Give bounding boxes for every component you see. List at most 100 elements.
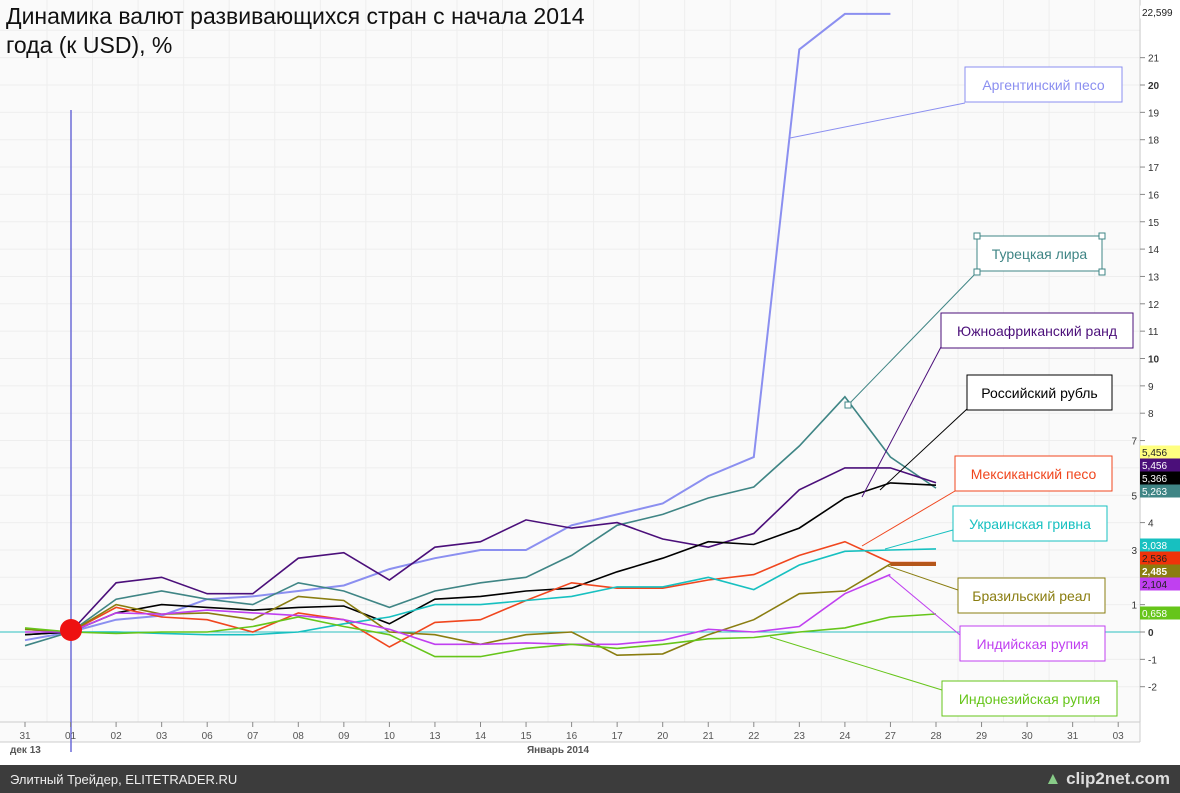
y-tick-label: 9 (1148, 382, 1154, 393)
series-line (25, 573, 891, 646)
legend-label: Мексиканский песо (971, 466, 1097, 482)
x-tick-label: 13 (429, 731, 441, 742)
y-tick-label: 5 (1131, 491, 1137, 502)
legend-leader-line (861, 346, 942, 498)
last-value-label: 2,104 (1142, 580, 1167, 591)
y-tick-label: 20 (1148, 81, 1160, 92)
series-line (24, 540, 937, 648)
x-group-label: дек 13 (10, 745, 41, 756)
x-tick-label: 31 (1067, 731, 1079, 742)
last-value-label: 2,485 (1142, 567, 1167, 578)
legend-box (940, 312, 1134, 349)
y-tick-label: 11 (1148, 327, 1159, 338)
x-tick-label: 30 (1022, 731, 1034, 742)
legend-box (964, 66, 1123, 103)
legend-box (957, 577, 1106, 614)
source-text: Элитный Трейдер, ELITETRADER.RU (10, 772, 238, 787)
series-line (24, 548, 937, 636)
legend-box (966, 374, 1113, 411)
y-tick-label: 13 (1148, 272, 1160, 283)
last-value-badge (1140, 606, 1180, 620)
last-value-badge (1140, 484, 1180, 498)
legend-box (941, 680, 1118, 717)
legend-leader-line (769, 636, 943, 691)
y-tick-label: 7 (1131, 437, 1137, 448)
footer: Элитный Трейдер, ELITETRADER.RU ▲ clip2n… (0, 765, 1180, 793)
x-tick-label: 21 (703, 731, 715, 742)
y-tick-label: 1 (1131, 601, 1137, 612)
last-value-badge (1140, 445, 1180, 459)
last-value-label: 0,658 (1142, 609, 1167, 620)
legend-label: Российский рубль (981, 385, 1097, 401)
legend-label: Турецкая лира (992, 246, 1088, 262)
legend-box (954, 455, 1113, 492)
x-tick-label: 03 (1113, 731, 1125, 742)
y-tick-label: 3 (1131, 546, 1137, 557)
last-value-badge (1140, 577, 1180, 591)
selection-handle (973, 232, 981, 240)
y-tick-label: -2 (1148, 683, 1157, 694)
x-tick-label: 27 (885, 731, 897, 742)
selection-handle (1098, 232, 1106, 240)
x-tick-label: 09 (338, 731, 350, 742)
last-value-badge (1140, 551, 1180, 565)
legend-box (959, 625, 1106, 662)
x-tick-label: 03 (156, 731, 168, 742)
x-tick-label: 22 (748, 731, 760, 742)
selection-handle (973, 268, 981, 276)
selection-handle (1098, 268, 1106, 276)
last-value-label: 5,456 (1142, 461, 1167, 472)
last-value-badge (1140, 458, 1180, 472)
x-group-label: Январь 2014 (527, 745, 590, 756)
legend-label: Бразильский реал (972, 588, 1091, 604)
legend-label: Аргентинский песо (982, 77, 1105, 93)
y-tick-label: 21 (1148, 54, 1160, 65)
last-value-badge (1140, 564, 1180, 578)
y-tick-label: 16 (1148, 190, 1160, 201)
y-tick-label: 10 (1148, 355, 1160, 366)
x-tick-label: 14 (475, 731, 487, 742)
x-tick-label: 15 (520, 731, 532, 742)
x-tick-label: 24 (839, 731, 851, 742)
legend-leader-line (884, 529, 954, 550)
series-line (24, 613, 937, 658)
x-tick-label: 08 (293, 731, 305, 742)
legend-leader-line (789, 102, 966, 139)
legend-box (952, 505, 1108, 542)
x-tick-label: 23 (794, 731, 806, 742)
series-line (24, 395, 937, 647)
x-tick-label: 29 (976, 731, 988, 742)
last-value-badge (1140, 5, 1180, 19)
clip2net-logo: ▲ clip2net.com (1044, 769, 1170, 788)
x-tick-label: 01 (65, 731, 77, 742)
legend-label: Индонезийская рупия (959, 691, 1100, 707)
series-line (24, 467, 937, 636)
y-tick-label: 0 (1148, 628, 1154, 639)
last-value-label: 22,599 (1142, 8, 1173, 19)
y-tick-label: 19 (1148, 108, 1160, 119)
x-tick-label: 02 (111, 731, 123, 742)
legend-leader-line (887, 574, 961, 636)
y-tick-label: 14 (1148, 245, 1160, 256)
y-tick-label: 4 (1148, 519, 1154, 530)
y-tick-label: 17 (1148, 163, 1160, 174)
last-value-badge (1140, 538, 1180, 552)
legend-leader-line (887, 565, 959, 591)
x-tick-label: 31 (19, 731, 31, 742)
y-tick-label: 12 (1148, 300, 1160, 311)
last-value-label: 5,366 (1142, 474, 1167, 485)
x-tick-label: 17 (612, 731, 624, 742)
last-value-label: 5,263 (1142, 487, 1167, 498)
start-point (60, 619, 82, 641)
x-tick-label: 16 (566, 731, 578, 742)
x-tick-label: 10 (384, 731, 396, 742)
series-line (24, 482, 937, 636)
y-tick-label: 18 (1148, 136, 1160, 147)
last-value-badge (1140, 471, 1180, 485)
legend-leader-line (879, 408, 968, 491)
y-tick-label: -1 (1148, 655, 1157, 666)
legend-leader-line (847, 271, 978, 406)
selection-handle (844, 401, 852, 409)
last-value-label: 5,456 (1142, 448, 1167, 459)
legend-leader-line (861, 490, 956, 547)
